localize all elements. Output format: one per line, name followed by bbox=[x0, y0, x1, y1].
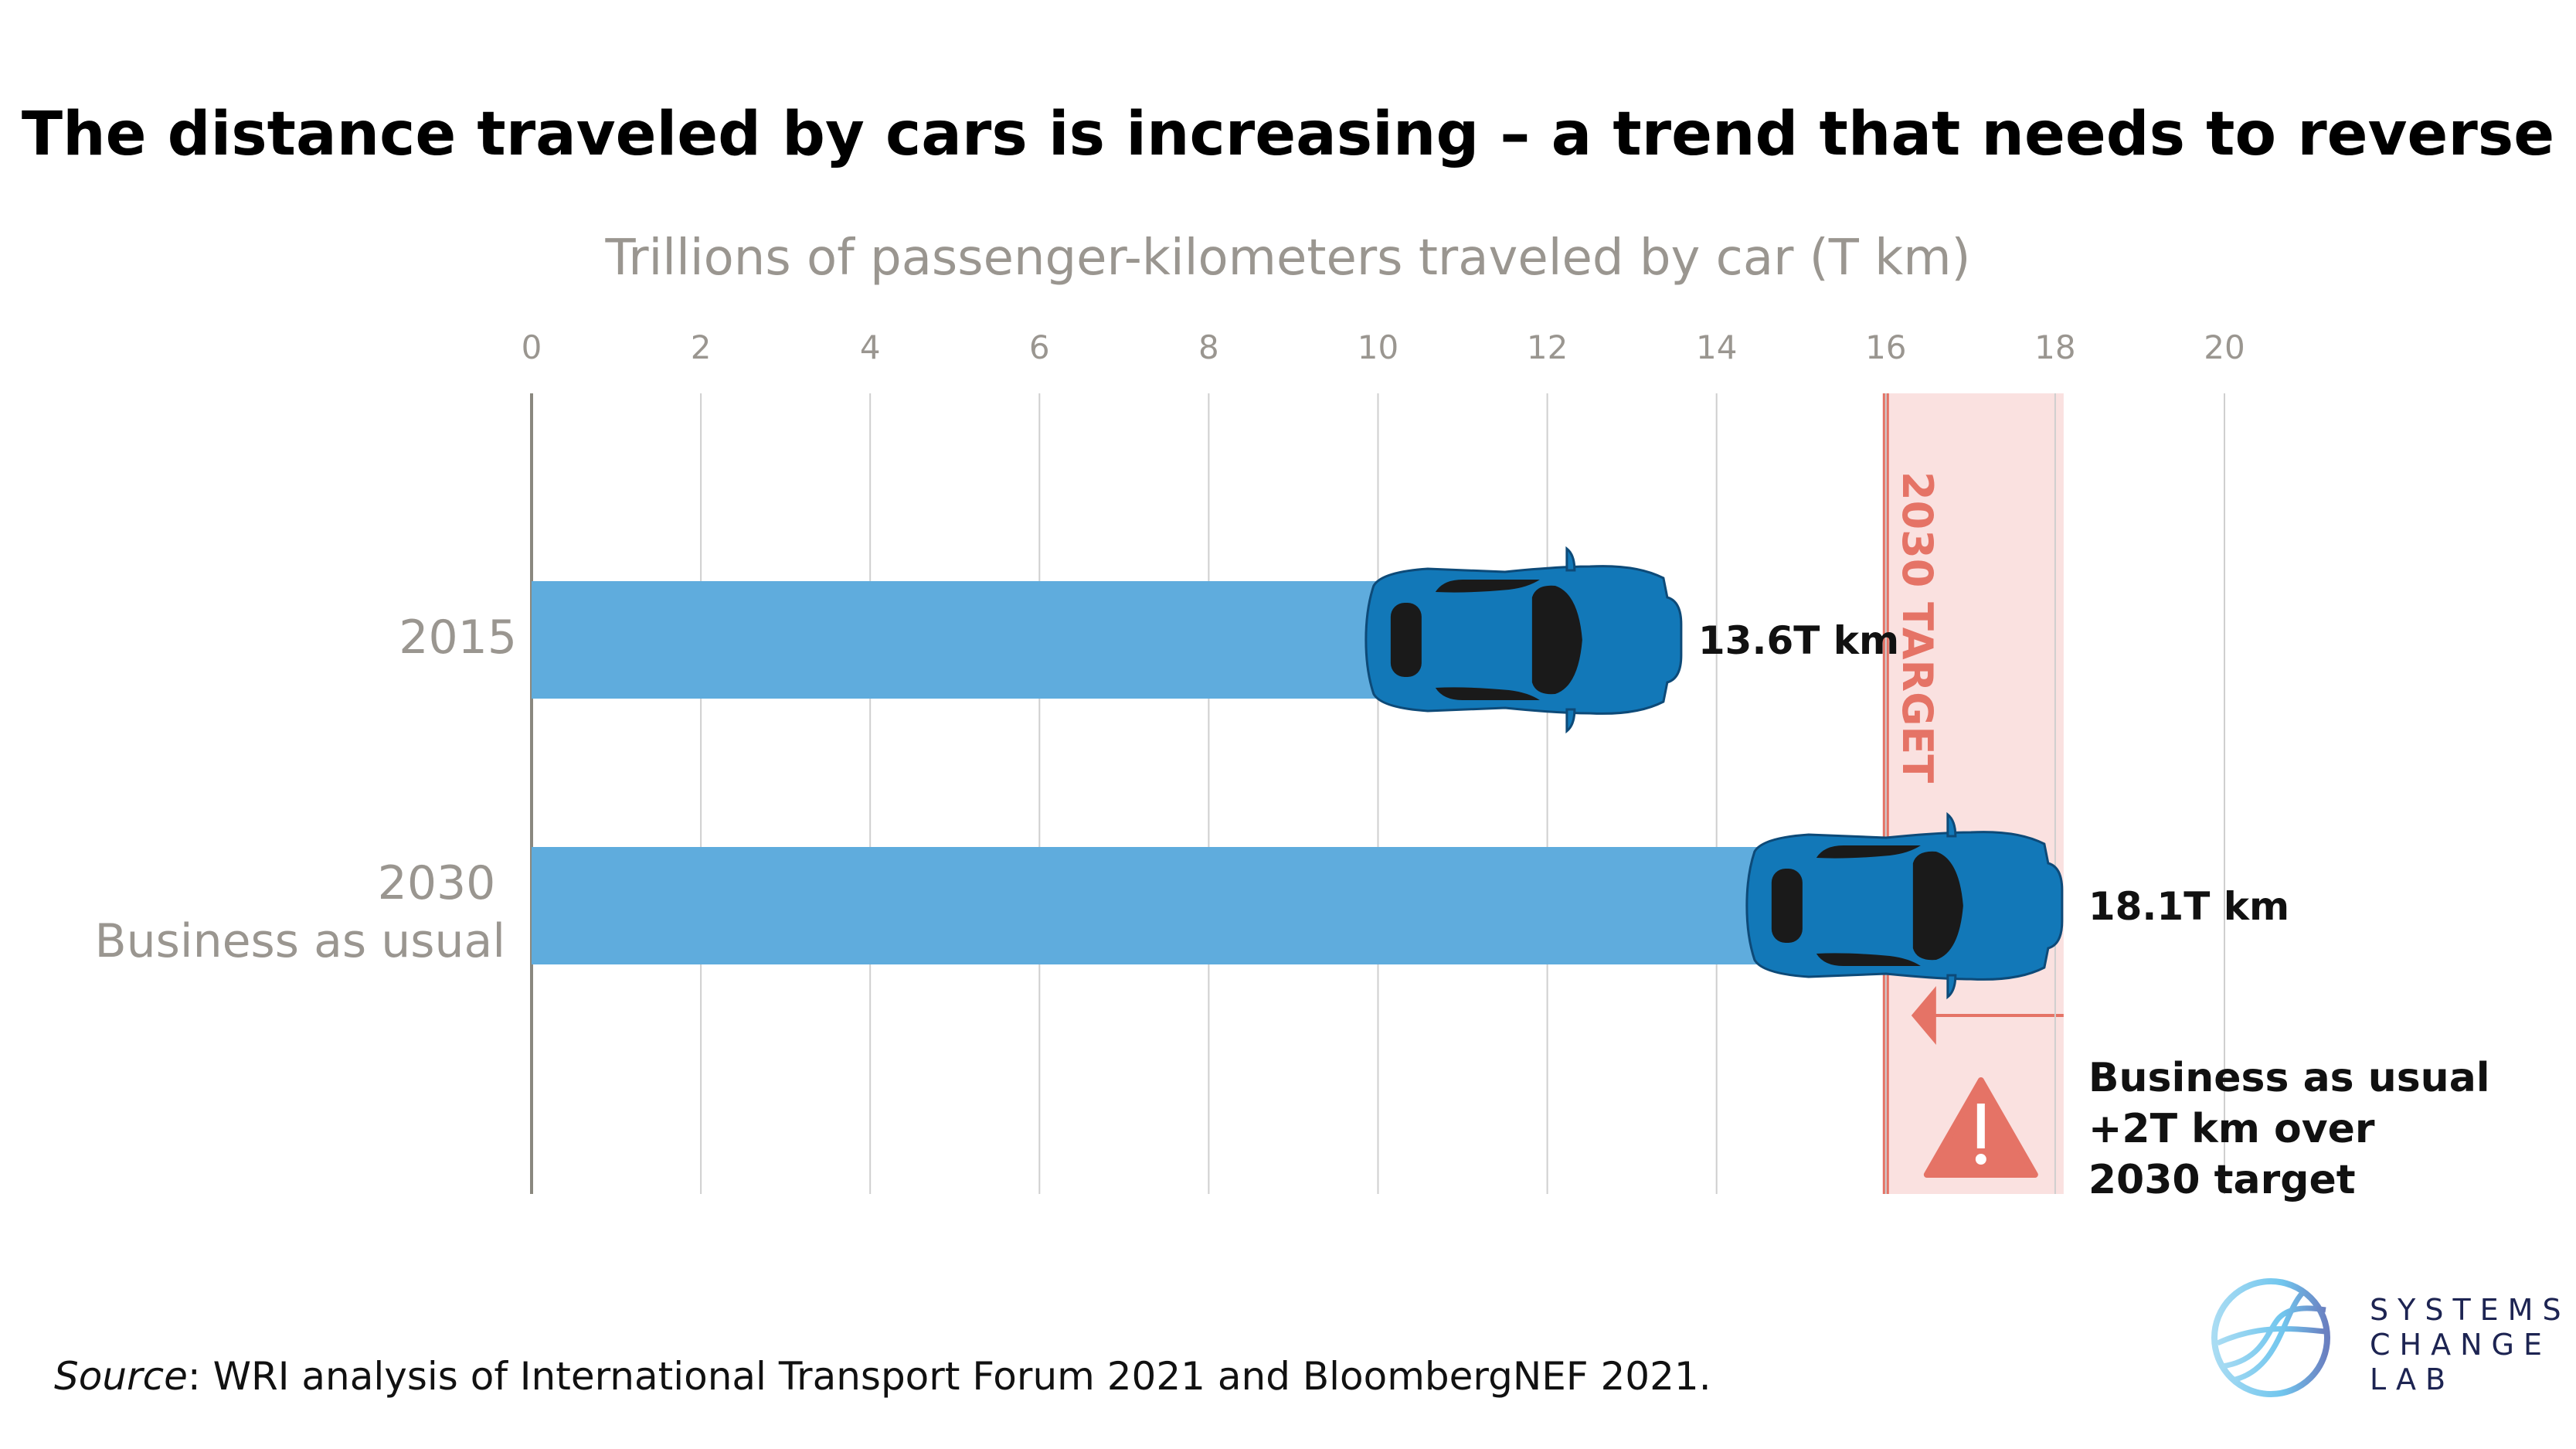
logo-line-1: SYSTEMS bbox=[2370, 1293, 2571, 1327]
warning-icon bbox=[1923, 1077, 2038, 1178]
category-label-sub: Business as usual bbox=[94, 914, 505, 968]
warning-dot bbox=[1975, 1154, 1986, 1165]
bar bbox=[532, 581, 1451, 699]
target-label: 2030 TARGET bbox=[1893, 471, 1942, 783]
x-tick-label: 4 bbox=[860, 328, 881, 366]
car-body bbox=[1745, 831, 2064, 981]
car-icon bbox=[1745, 811, 2064, 1000]
car-windshield bbox=[1531, 585, 1582, 695]
logo-line-2: CHANGE bbox=[2370, 1328, 2551, 1362]
source-prefix: Source bbox=[54, 1354, 188, 1399]
chart-title: The distance traveled by cars is increas… bbox=[22, 100, 2554, 169]
x-tick-label: 12 bbox=[1527, 328, 1568, 366]
x-tick-label: 14 bbox=[1696, 328, 1737, 366]
x-tick-label: 16 bbox=[1865, 328, 1906, 366]
car-side-window bbox=[1435, 580, 1540, 700]
car-body bbox=[1364, 565, 1683, 715]
source-text: : WRI analysis of International Transpor… bbox=[188, 1354, 1711, 1399]
annotation-line: +2T km over bbox=[2088, 1106, 2375, 1152]
x-tick-label: 8 bbox=[1198, 328, 1219, 366]
car-rear-window bbox=[1771, 869, 1803, 943]
car-rear-window bbox=[1390, 603, 1422, 677]
logo-line-3: LAB bbox=[2370, 1362, 2455, 1396]
x-tick-label: 20 bbox=[2204, 328, 2245, 366]
x-tick-label: 18 bbox=[2034, 328, 2075, 366]
annotation-line: 2030 target bbox=[2088, 1157, 2356, 1203]
category-label: 2015 bbox=[399, 611, 517, 665]
annotation-line: Business as usual bbox=[2088, 1055, 2490, 1101]
x-axis-label: Trillions of passenger-kilometers travel… bbox=[605, 230, 1971, 287]
x-tick-label: 0 bbox=[522, 328, 542, 366]
car-windshield bbox=[1912, 851, 1963, 961]
source-note: Source: WRI analysis of International Tr… bbox=[54, 1354, 1711, 1399]
bar bbox=[532, 847, 1832, 964]
arrow-head-icon bbox=[1911, 986, 1936, 1045]
x-tick-label: 2 bbox=[691, 328, 712, 366]
warning-bar bbox=[1976, 1104, 1985, 1148]
car-mirror bbox=[1946, 811, 1957, 1000]
value-label: 18.1T km bbox=[2088, 884, 2289, 929]
target-band bbox=[1885, 393, 2064, 1194]
category-label: 2030 bbox=[378, 856, 496, 910]
systems-change-lab-logo: SYSTEMS CHANGE LAB bbox=[2211, 1278, 2571, 1397]
car-side-window bbox=[1816, 845, 1921, 966]
x-tick-label: 10 bbox=[1358, 328, 1398, 366]
x-tick-label: 6 bbox=[1029, 328, 1050, 366]
car-icon bbox=[1364, 546, 1683, 734]
value-label: 13.6T km bbox=[1698, 618, 1899, 663]
car-mirror bbox=[1565, 546, 1576, 734]
